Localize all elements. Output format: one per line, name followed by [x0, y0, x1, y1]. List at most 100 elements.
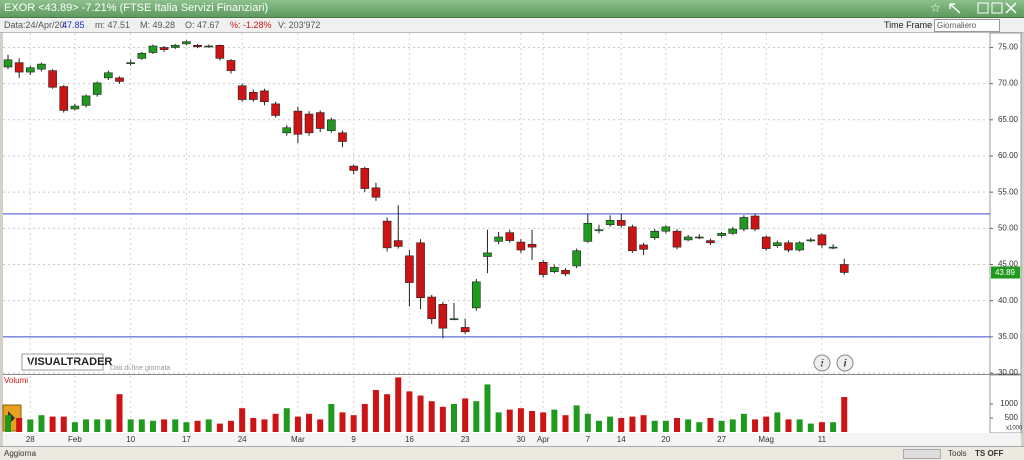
- refresh-button[interactable]: Aggiorna: [4, 449, 37, 458]
- volume-bar: [417, 395, 424, 432]
- candle-body: [483, 252, 492, 257]
- candle-body: [148, 45, 158, 53]
- volume-bar: [752, 419, 759, 432]
- candle-body: [739, 217, 749, 230]
- volume-bar: [428, 401, 435, 432]
- candle-body: [182, 41, 191, 45]
- volume-bar: [451, 404, 457, 432]
- volume-bar: [763, 416, 770, 432]
- volume-bar: [306, 413, 313, 432]
- candle-body: [282, 127, 292, 134]
- volume-bar: [707, 418, 714, 432]
- candle-body: [784, 242, 793, 251]
- x-tick-label: 7: [586, 435, 591, 444]
- candle-body: [583, 222, 593, 242]
- candle-body: [104, 72, 113, 79]
- volume-bar: [506, 409, 513, 432]
- volume-bar: [205, 419, 212, 432]
- price-panel: [3, 33, 990, 374]
- candle-body: [137, 52, 147, 59]
- info-open: O: 47.67: [185, 20, 220, 30]
- info-bar: Data:24/Apr/20: 47.85 m: 47.51 M: 49.28 …: [0, 18, 1024, 33]
- volume-label: Volumi: [4, 376, 28, 385]
- candle-body: [616, 220, 626, 226]
- close-icon[interactable]: [1005, 2, 1017, 14]
- candle-body: [48, 70, 57, 88]
- candle-body: [706, 240, 715, 244]
- volume-bar: [551, 409, 558, 432]
- candle-body: [260, 90, 269, 103]
- title-bar: EXOR <43.89> -7.21% (FTSE Italia Servizi…: [0, 0, 1024, 18]
- volume-bar: [562, 415, 569, 432]
- volume-bar: [696, 422, 703, 432]
- chart: VISUALTRADER Dati di fine giornata i i V…: [2, 32, 1023, 446]
- scrollbar[interactable]: [903, 449, 941, 459]
- x-tick-label: Mar: [291, 435, 305, 444]
- candle-body: [70, 105, 80, 110]
- star-icon[interactable]: ☆: [930, 2, 941, 15]
- x-tick-label: 9: [351, 435, 356, 444]
- candle-body: [650, 230, 660, 239]
- volume-bar: [27, 419, 34, 432]
- candle-body: [449, 318, 459, 321]
- volume-bar: [272, 413, 279, 432]
- candle-body: [338, 132, 347, 142]
- volume-bar: [573, 405, 580, 432]
- time-frame-select[interactable]: Giornaliero: [934, 19, 1000, 32]
- candle-body: [661, 226, 671, 232]
- volume-bar: [116, 394, 123, 432]
- y-tick-label: 35.00: [998, 332, 1019, 341]
- candle-body: [550, 267, 559, 273]
- volume-bar: [60, 416, 67, 432]
- info-change: %: -1.28%: [230, 20, 272, 30]
- info-date: Data:24/Apr/20:: [4, 20, 68, 30]
- menu-icon[interactable]: [977, 2, 989, 14]
- candle-body: [315, 112, 325, 129]
- candle-body: [572, 250, 581, 267]
- candle-body: [3, 59, 13, 68]
- candle-body: [159, 47, 169, 50]
- y-tick-label: 75.00: [998, 43, 1019, 52]
- volume-bar: [16, 418, 23, 432]
- volume-bar: [127, 419, 134, 432]
- candle-body: [561, 269, 570, 275]
- volume-bar: [785, 419, 792, 432]
- maximize-icon[interactable]: [991, 2, 1003, 14]
- volume-bar: [651, 420, 658, 432]
- volume-bar: [5, 415, 11, 432]
- volume-bar: [718, 420, 725, 432]
- detach-icon[interactable]: [949, 3, 961, 14]
- candle-body: [761, 236, 771, 249]
- tools-button[interactable]: Tools: [948, 449, 967, 458]
- x-tick-label: 27: [717, 435, 726, 444]
- last-price-label: 43.89: [995, 268, 1016, 277]
- volume-bar: [194, 420, 201, 432]
- info-max: M: 49.28: [140, 20, 176, 30]
- candle-body: [839, 264, 849, 273]
- volume-bar: [83, 419, 90, 432]
- candle-body: [438, 303, 448, 329]
- candle-body: [639, 244, 648, 250]
- y-tick-label: 70.00: [998, 79, 1019, 88]
- last-price-box: [991, 266, 1020, 279]
- watermark-sub: Dati di fine giornata: [110, 365, 170, 372]
- info-volume: V: 203'972: [278, 20, 321, 30]
- candle-body: [193, 44, 202, 48]
- volume-bar: [49, 416, 56, 432]
- info-min: m: 47.51: [95, 20, 131, 30]
- candle-body: [460, 327, 470, 333]
- candle-body: [170, 44, 180, 48]
- ts-button[interactable]: TS OFF: [975, 449, 1004, 458]
- title: EXOR <43.89> -7.21% (FTSE Italia Servizi…: [4, 2, 269, 14]
- volume-bar: [662, 420, 669, 432]
- info-icon[interactable]: [836, 354, 854, 372]
- info-icon-glyph: i: [844, 359, 847, 370]
- candle-body: [806, 239, 816, 242]
- candle-body: [750, 215, 760, 230]
- volume-bar: [540, 412, 547, 432]
- candle-body: [126, 62, 135, 64]
- time-frame-label: Time Frame: [884, 20, 933, 30]
- candle-body: [81, 95, 91, 106]
- volume-bar: [384, 394, 391, 432]
- volume-tick-label: 1000: [1000, 399, 1018, 408]
